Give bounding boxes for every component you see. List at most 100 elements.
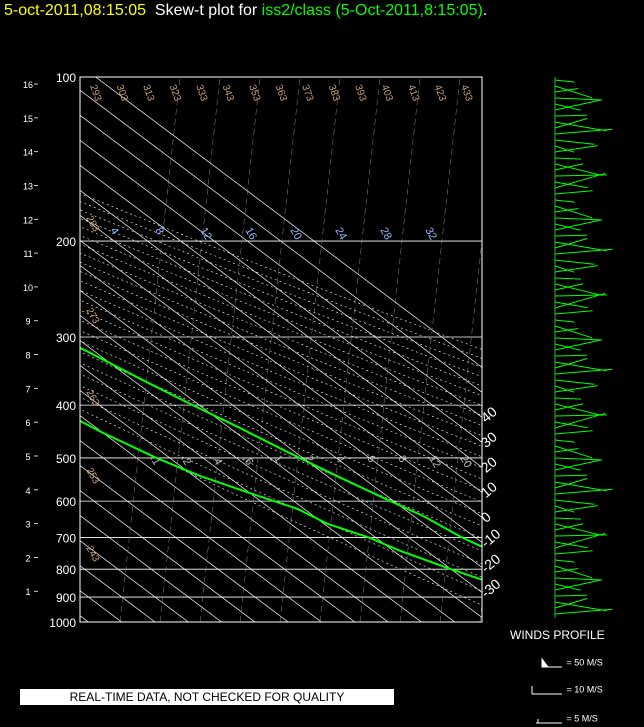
mixing-ratio-line bbox=[279, 77, 341, 622]
wind-barb bbox=[554, 219, 603, 231]
dry-adiabat bbox=[80, 226, 482, 387]
wind-barb bbox=[554, 172, 606, 189]
wind-barb bbox=[554, 403, 584, 411]
title-period: . bbox=[482, 2, 488, 19]
wind-barb bbox=[554, 163, 600, 176]
mixing-ratio-label: 16 bbox=[242, 226, 259, 243]
wind-barb bbox=[554, 457, 601, 461]
wind-legend-10-label: = 10 M/S bbox=[566, 684, 603, 695]
wind-barb bbox=[554, 265, 575, 273]
mixing-ratio-line bbox=[119, 77, 181, 622]
height-tick-label: 13 bbox=[23, 181, 33, 191]
dry-adiabat bbox=[80, 280, 482, 447]
dry-adiabat-label: 383 bbox=[326, 83, 342, 103]
dry-adiabat bbox=[80, 201, 482, 359]
barb-50-icon bbox=[541, 657, 562, 668]
temperature-tick-right: 10 bbox=[478, 478, 500, 500]
mixing-ratio-line bbox=[159, 77, 221, 622]
left-theta-label: 243 bbox=[83, 544, 101, 564]
left-theta-label: 253 bbox=[83, 466, 101, 486]
isotherm-line bbox=[80, 239, 482, 543]
temperature-profile bbox=[80, 346, 482, 548]
wind-barb bbox=[554, 145, 575, 153]
dry-adiabat bbox=[80, 373, 482, 552]
wind-barb bbox=[554, 358, 588, 369]
mixing-ratio-label-lower: 12 bbox=[426, 454, 443, 471]
dry-adiabat bbox=[80, 290, 482, 458]
wind-barb bbox=[554, 412, 606, 429]
wind-barb bbox=[554, 361, 607, 372]
wind-barb bbox=[554, 532, 606, 549]
isotherm-line bbox=[80, 189, 482, 493]
mixing-ratio-label-lower: 6 bbox=[364, 454, 377, 465]
wind-barb bbox=[554, 319, 575, 323]
mixing-ratio-line bbox=[239, 77, 301, 622]
mixing-ratio-label-lower: 4 bbox=[333, 454, 346, 465]
wind-barb bbox=[554, 283, 584, 291]
wind-barb bbox=[554, 474, 588, 477]
dry-adiabat-label: 343 bbox=[220, 83, 236, 103]
title-date: 5-oct-2011,08:15:05 bbox=[4, 2, 147, 19]
wind-barb bbox=[554, 379, 595, 385]
dry-adiabat-label: 363 bbox=[273, 83, 289, 103]
barb-10-icon bbox=[531, 686, 562, 695]
height-tick-label: 3 bbox=[25, 520, 30, 530]
wind-barb bbox=[554, 248, 613, 255]
wind-barb bbox=[554, 550, 593, 555]
dry-adiabat bbox=[80, 271, 482, 437]
wind-barb bbox=[554, 523, 600, 536]
wind-barb bbox=[554, 277, 581, 280]
pressure-tick-label: 800 bbox=[56, 563, 76, 577]
wind-barb bbox=[554, 163, 584, 171]
dry-adiabat bbox=[80, 408, 482, 592]
pressure-tick-label: 1000 bbox=[49, 616, 76, 630]
wind-barb bbox=[554, 517, 581, 520]
wind-barb bbox=[554, 368, 613, 375]
winds-profile-title: WINDS PROFILE bbox=[510, 628, 605, 642]
mixing-ratio-line bbox=[319, 77, 381, 622]
isotherm-line bbox=[80, 515, 222, 622]
wind-barb bbox=[554, 385, 575, 393]
height-tick-label: 12 bbox=[23, 215, 33, 225]
wind-barb bbox=[554, 565, 593, 579]
mixing-ratio-label-lower: 2 bbox=[302, 454, 315, 465]
isotherm-line bbox=[80, 164, 482, 468]
mixing-ratio-label-lower: .2 bbox=[178, 454, 193, 468]
dewpoint-profile bbox=[80, 419, 482, 581]
temperature-tick-right: 0 bbox=[478, 508, 494, 525]
chart-title: 5-oct-2011,08:15:05 Skew-t plot for iss2… bbox=[4, 2, 487, 20]
wind-barb bbox=[554, 217, 601, 221]
title-source: iss2/class bbox=[261, 2, 331, 19]
height-tick-label: 7 bbox=[25, 384, 30, 394]
wind-barb bbox=[554, 283, 600, 296]
temperature-tick-right: 20 bbox=[478, 453, 500, 475]
wind-barb bbox=[554, 354, 588, 357]
wind-barb bbox=[554, 241, 607, 252]
wind-barb bbox=[554, 259, 595, 265]
isotherm-line bbox=[80, 465, 289, 622]
mixing-ratio-label: 24 bbox=[332, 226, 349, 243]
wind-barb bbox=[554, 523, 584, 531]
mixing-ratio-label: 20 bbox=[287, 226, 304, 243]
dry-adiabat-label: 423 bbox=[432, 83, 448, 103]
dry-adiabat bbox=[80, 385, 482, 565]
wind-barb bbox=[554, 97, 601, 101]
wind-barb bbox=[554, 505, 575, 513]
dry-adiabat-label: 303 bbox=[114, 83, 130, 103]
wind-barb bbox=[554, 594, 588, 597]
wind-barb bbox=[554, 385, 598, 393]
dry-adiabat bbox=[80, 252, 482, 416]
pressure-tick-label: 900 bbox=[56, 591, 76, 605]
wind-barb bbox=[554, 238, 588, 249]
wind-barb bbox=[554, 608, 613, 615]
wind-barb bbox=[554, 339, 603, 351]
dry-adiabat-label: 373 bbox=[299, 83, 315, 103]
height-tick-label: 11 bbox=[23, 249, 32, 259]
wind-barb bbox=[554, 301, 588, 309]
wind-barb bbox=[554, 128, 613, 135]
dry-adiabat bbox=[80, 319, 482, 491]
mixing-ratio-label: 8 bbox=[152, 226, 165, 237]
wind-legend-50: = 50 M/S bbox=[540, 657, 603, 669]
pressure-tick-label: 200 bbox=[56, 235, 76, 249]
